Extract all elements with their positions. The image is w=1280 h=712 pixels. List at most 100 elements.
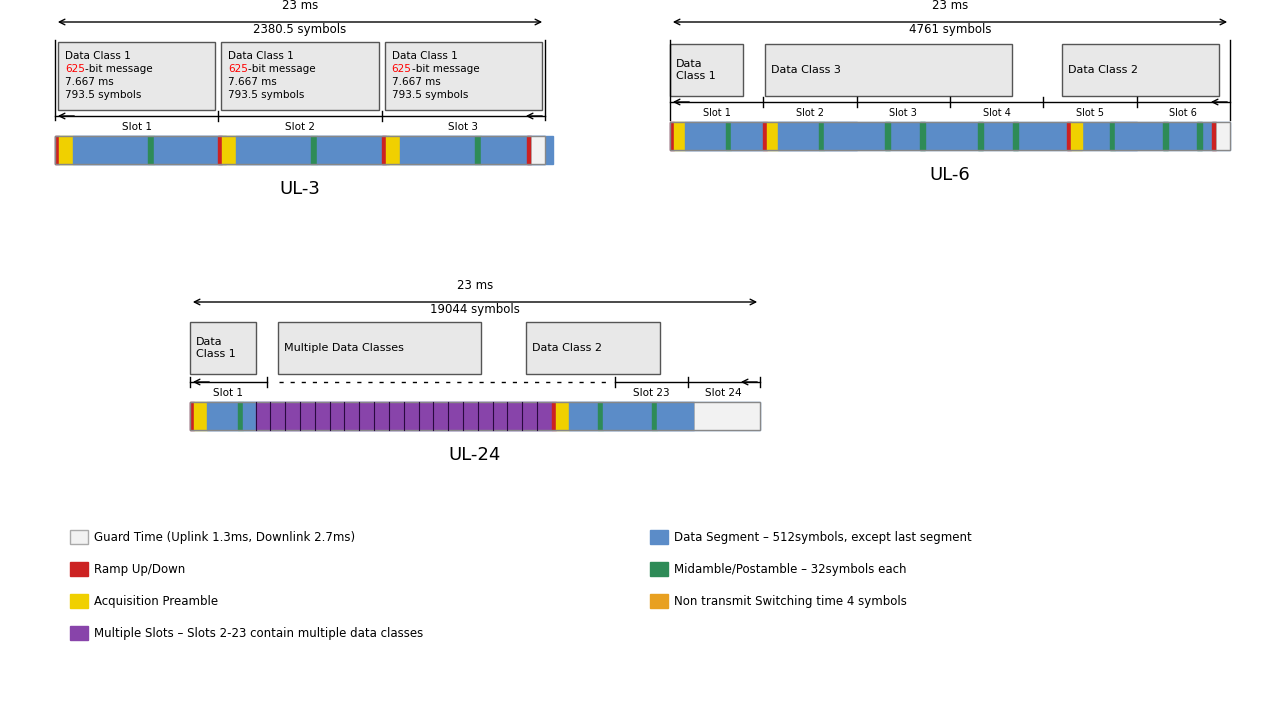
Text: -bit message: -bit message — [84, 64, 152, 74]
Bar — [531, 136, 545, 164]
Bar — [763, 122, 767, 150]
Text: 19044 symbols: 19044 symbols — [430, 303, 520, 316]
Bar — [189, 322, 256, 374]
Text: Data Class 1: Data Class 1 — [392, 51, 457, 61]
Bar — [765, 44, 1011, 96]
Bar — [59, 136, 73, 164]
Text: UL-24: UL-24 — [449, 446, 502, 464]
Text: Acquisition Preamble: Acquisition Preamble — [93, 595, 218, 607]
Bar — [317, 136, 389, 164]
Bar — [1162, 122, 1167, 150]
Text: Data Class 3: Data Class 3 — [771, 65, 841, 75]
Bar — [675, 122, 685, 150]
Text: Data Class 2: Data Class 2 — [532, 343, 603, 353]
Bar — [767, 122, 778, 150]
Text: Data Class 1: Data Class 1 — [228, 51, 294, 61]
Bar — [481, 136, 553, 164]
Bar — [70, 530, 88, 544]
Bar — [685, 122, 726, 150]
Bar — [556, 402, 568, 430]
Bar — [243, 402, 256, 430]
Text: Data Segment – 512symbols, except last segment: Data Segment – 512symbols, except last s… — [675, 530, 972, 543]
Bar — [189, 402, 195, 430]
Bar — [70, 626, 88, 640]
Text: 7.667 ms: 7.667 ms — [392, 77, 440, 87]
Bar — [1216, 122, 1230, 150]
Bar — [819, 122, 824, 150]
Text: Slot 24: Slot 24 — [705, 388, 742, 398]
Text: 7.667 ms: 7.667 ms — [65, 77, 114, 87]
Bar — [978, 122, 983, 150]
Bar — [1066, 122, 1070, 150]
Bar — [237, 136, 311, 164]
Bar — [1070, 122, 1082, 150]
Bar — [223, 136, 237, 164]
Bar — [599, 402, 603, 430]
Bar — [650, 562, 668, 576]
Text: 23 ms: 23 ms — [457, 279, 493, 292]
Bar — [669, 122, 1230, 150]
Bar — [1197, 122, 1202, 150]
Bar — [70, 594, 88, 608]
Text: Slot 1: Slot 1 — [703, 108, 731, 118]
Text: UL-3: UL-3 — [279, 180, 320, 198]
Bar — [207, 402, 238, 430]
Text: 7.667 ms: 7.667 ms — [228, 77, 276, 87]
Bar — [669, 122, 1230, 150]
Bar — [657, 402, 695, 430]
Bar — [695, 402, 760, 430]
Bar — [70, 562, 88, 576]
Text: 625: 625 — [392, 64, 412, 74]
Bar — [55, 136, 59, 164]
Text: Multiple Data Classes: Multiple Data Classes — [284, 343, 404, 353]
Text: Slot 6: Slot 6 — [1170, 108, 1197, 118]
Text: Guard Time (Uplink 1.3ms, Downlink 2.7ms): Guard Time (Uplink 1.3ms, Downlink 2.7ms… — [93, 530, 355, 543]
Bar — [195, 402, 207, 430]
Bar — [1014, 122, 1019, 150]
Text: Data Class 2: Data Class 2 — [1068, 65, 1138, 75]
Bar — [58, 42, 215, 110]
Bar — [1062, 44, 1219, 96]
Text: Slot 3: Slot 3 — [448, 122, 479, 132]
Bar — [568, 402, 599, 430]
Bar — [221, 42, 379, 110]
Bar — [385, 136, 399, 164]
Text: Data
Class 1: Data Class 1 — [676, 59, 716, 80]
Bar — [1110, 122, 1115, 150]
Text: Slot 3: Slot 3 — [890, 108, 918, 118]
Bar — [1115, 122, 1137, 150]
Bar — [617, 402, 652, 430]
Bar — [311, 136, 317, 164]
Bar — [154, 136, 227, 164]
Text: 625: 625 — [228, 64, 248, 74]
Text: Ramp Up/Down: Ramp Up/Down — [93, 562, 186, 575]
Text: 4761 symbols: 4761 symbols — [909, 23, 991, 36]
Text: 2380.5 symbols: 2380.5 symbols — [253, 23, 347, 36]
Bar — [278, 322, 481, 374]
Text: Multiple Slots – Slots 2-23 contain multiple data classes: Multiple Slots – Slots 2-23 contain mult… — [93, 627, 424, 639]
Bar — [824, 122, 856, 150]
Text: Midamble/Postamble – 32symbols each: Midamble/Postamble – 32symbols each — [675, 562, 906, 575]
Bar — [148, 136, 154, 164]
Bar — [650, 594, 668, 608]
Text: Slot 4: Slot 4 — [983, 108, 1011, 118]
Bar — [55, 136, 545, 164]
Text: 793.5 symbols: 793.5 symbols — [392, 90, 468, 100]
Bar — [55, 136, 545, 164]
Text: Slot 23: Slot 23 — [632, 388, 669, 398]
Bar — [552, 402, 556, 430]
Text: 793.5 symbols: 793.5 symbols — [228, 90, 305, 100]
Text: Slot 1: Slot 1 — [214, 388, 243, 398]
Bar — [920, 122, 925, 150]
Text: Slot 5: Slot 5 — [1076, 108, 1103, 118]
Text: UL-6: UL-6 — [929, 166, 970, 184]
Text: -bit message: -bit message — [248, 64, 316, 74]
Text: -bit message: -bit message — [412, 64, 479, 74]
Bar — [73, 136, 148, 164]
Bar — [669, 44, 742, 96]
Bar — [731, 122, 763, 150]
Text: Slot 2: Slot 2 — [285, 122, 315, 132]
Bar — [669, 122, 675, 150]
Bar — [189, 402, 760, 430]
Bar — [1212, 122, 1216, 150]
